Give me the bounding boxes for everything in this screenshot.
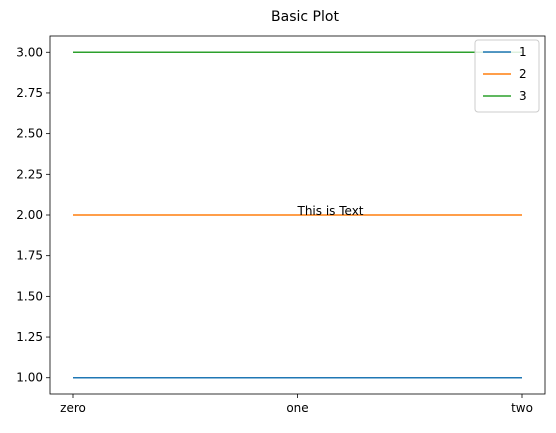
legend-label-1: 1 bbox=[519, 45, 527, 59]
series-lines bbox=[73, 51, 522, 379]
y-tick-label: 1.00 bbox=[16, 371, 43, 385]
y-tick-label: 2.75 bbox=[16, 86, 43, 100]
y-tick-label: 1.25 bbox=[16, 330, 43, 344]
y-axis: 1.00 1.25 1.50 1.75 2.00 2.25 2.50 2.75 3.00 bbox=[16, 45, 50, 385]
x-tick-label: two bbox=[511, 401, 533, 415]
y-tick-label: 1.50 bbox=[16, 289, 43, 303]
legend-label-3: 3 bbox=[519, 89, 527, 103]
y-tick-label: 2.25 bbox=[16, 167, 43, 181]
annotation-text: This is Text bbox=[297, 204, 364, 218]
legend-box bbox=[474, 39, 540, 113]
x-tick-label: zero bbox=[60, 401, 86, 415]
legend-label-2: 2 bbox=[519, 67, 527, 81]
y-tick-label: 2.00 bbox=[16, 208, 43, 222]
x-tick-label: one bbox=[286, 401, 308, 415]
y-tick-label: 1.75 bbox=[16, 249, 43, 263]
x-axis: zero one two bbox=[60, 394, 533, 415]
y-tick-label: 2.50 bbox=[16, 127, 43, 141]
chart-title: Basic Plot bbox=[271, 9, 339, 25]
y-tick-label: 3.00 bbox=[16, 45, 43, 59]
legend: 1 2 3 bbox=[474, 39, 540, 113]
plot-frame bbox=[49, 35, 546, 395]
